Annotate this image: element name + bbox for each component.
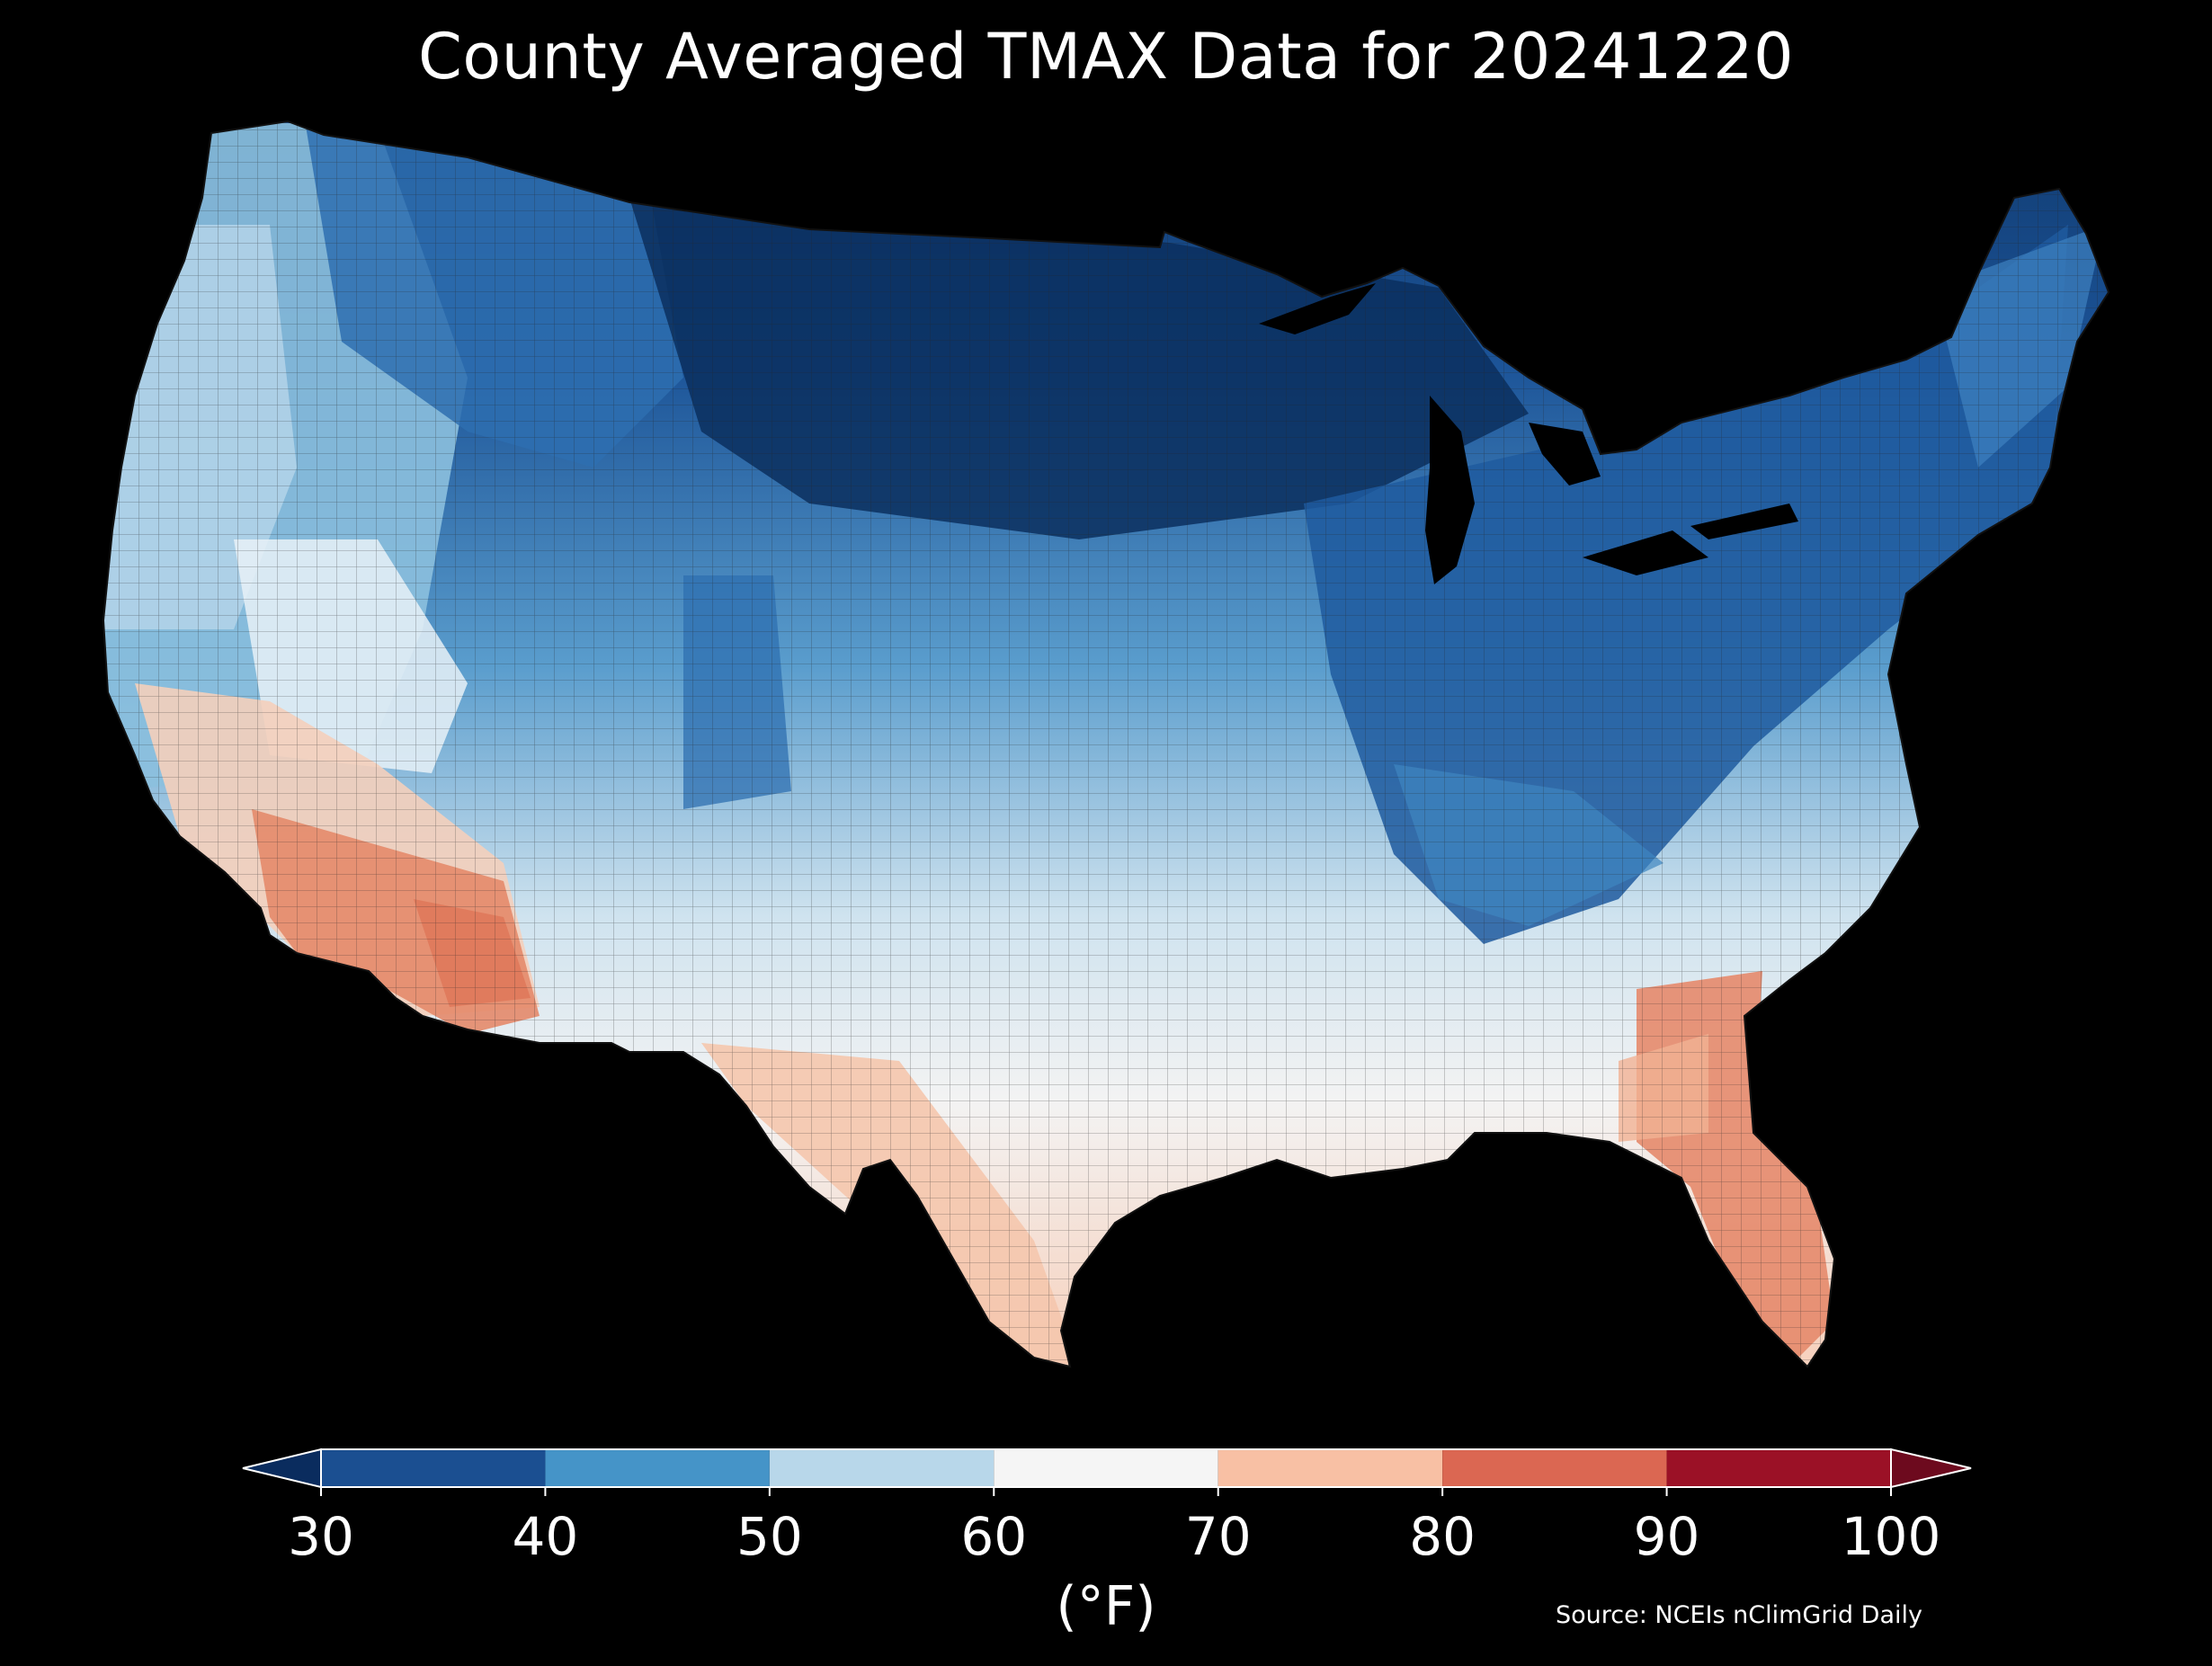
colorbar-segment (769, 1449, 995, 1487)
colorbar-tick-label: 30 (288, 1506, 354, 1567)
source-credit: Source: NCEIs nClimGrid Daily (1556, 1601, 1922, 1629)
colorbar-segment (1666, 1449, 1891, 1487)
colorbar-over-arrow (1890, 1448, 1972, 1489)
colorbar-segment (545, 1449, 770, 1487)
colorbar-segment (1442, 1449, 1667, 1487)
colorbar-tick-label: 40 (513, 1506, 579, 1567)
map-title: County Averaged TMAX Data for 20241220 (417, 20, 1795, 94)
colorbar-tick-label: 80 (1409, 1506, 1476, 1567)
colorbar-tick-label: 50 (736, 1506, 803, 1567)
colorbar-segment (1217, 1449, 1443, 1487)
colorbar-unit-label: (°F) (1056, 1575, 1156, 1638)
colorbar-tick-label: 100 (1842, 1506, 1941, 1567)
colorbar-tick-label: 70 (1185, 1506, 1252, 1567)
colorbar-tick-label: 90 (1634, 1506, 1700, 1567)
colorbar-under-arrow (242, 1448, 322, 1489)
colorbar-tick-label: 60 (960, 1506, 1027, 1567)
colorbar-segment (321, 1449, 546, 1487)
colorbar-segment (994, 1449, 1218, 1487)
